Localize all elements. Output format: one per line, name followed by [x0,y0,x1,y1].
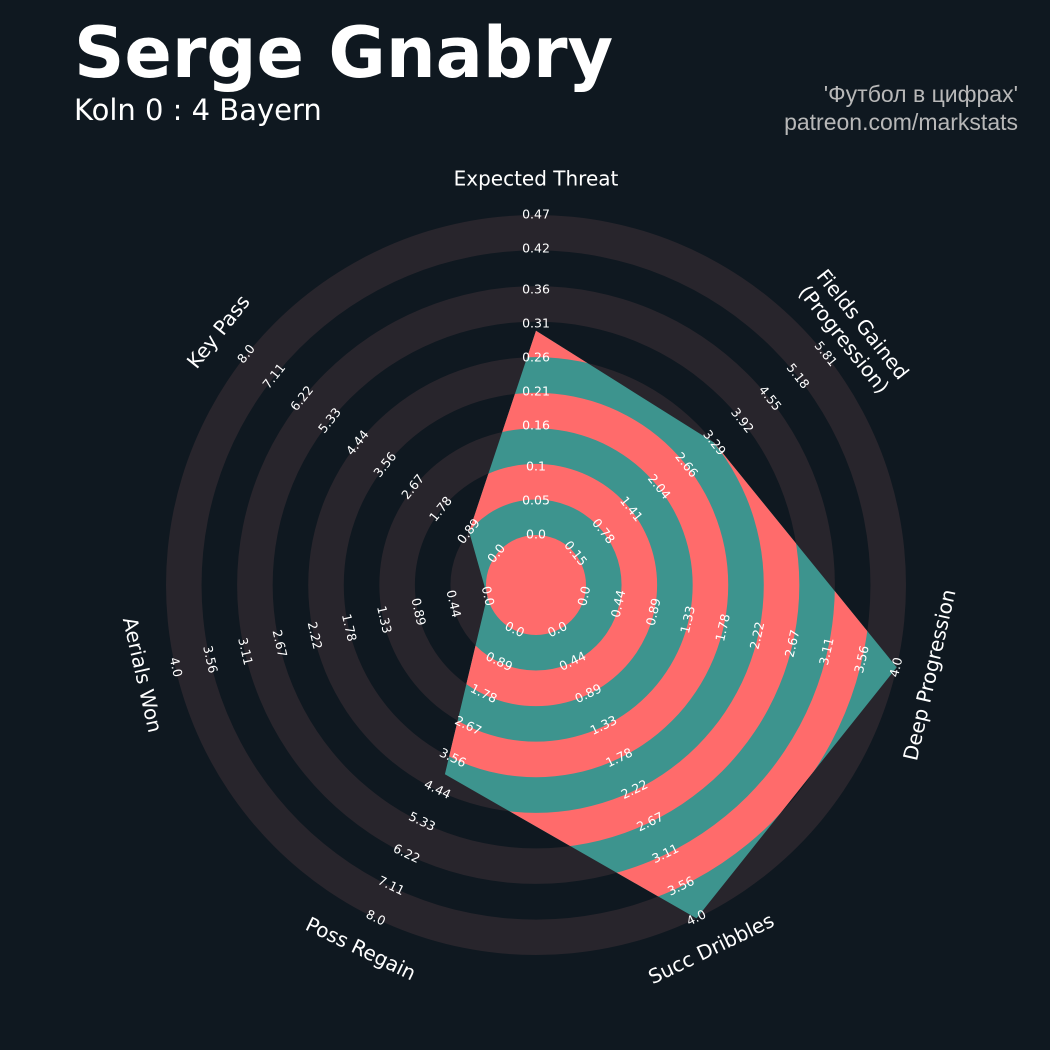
credit: patreon.com/markstats [784,109,1018,135]
tick-label: 0.05 [522,492,550,507]
tick-label: 0.44 [608,588,629,619]
tick-label: 3.56 [200,644,221,675]
tick-label: 0.0 [479,585,498,608]
tick-label: 2.22 [747,620,768,650]
tick-label: 0.26 [522,349,550,364]
tick-label: 4.0 [886,656,905,679]
tick-label: 0.44 [444,588,465,619]
tick-label: 2.67 [270,628,291,658]
tick-label: 0.89 [408,597,429,628]
tick-label: 3.11 [816,636,837,666]
tick-label: 3.56 [851,644,872,675]
tick-label: 3.11 [235,636,256,666]
tick-label: 0.0 [526,527,546,542]
tick-label: 1.78 [712,612,733,643]
credit: 'Футбол в цифрах' [824,81,1018,107]
tick-label: 0.0 [574,585,593,608]
radar-band [486,535,586,635]
tick-label: 0.16 [522,418,550,433]
chart-title: Serge Gnabry [74,12,613,94]
tick-label: 2.67 [782,628,803,658]
tick-label: 0.1 [526,458,546,473]
tick-label: 1.33 [374,604,395,634]
tick-label: 1.78 [339,612,360,643]
tick-label: 4.0 [167,656,186,679]
tick-label: 2.22 [305,620,326,650]
tick-label: 0.21 [522,384,550,399]
tick-label: 0.89 [643,596,664,627]
tick-label: 0.31 [522,315,550,330]
chart-subtitle: Koln 0 : 4 Bayern [74,93,322,127]
tick-label: 0.47 [522,207,550,222]
tick-label: 0.42 [522,241,550,256]
tick-label: 1.33 [677,604,698,634]
tick-label: 0.36 [522,281,550,296]
param-label: Expected Threat [454,167,619,191]
